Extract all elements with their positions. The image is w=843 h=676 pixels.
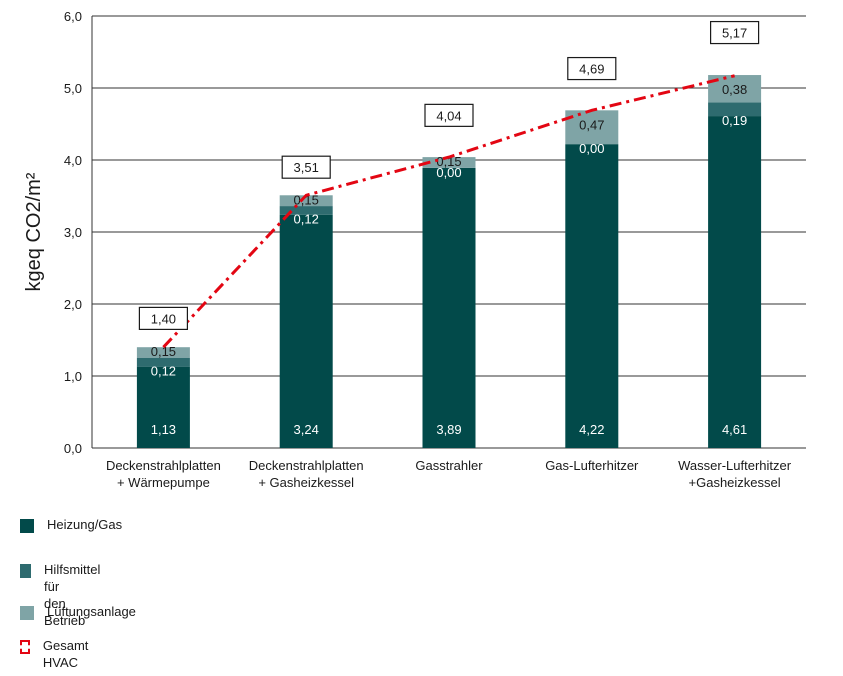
data-label-heizung: 3,24 — [294, 422, 319, 437]
x-tick-label: + Gasheizkessel — [258, 475, 354, 490]
data-label-hilfsmittel: 0,19 — [722, 113, 747, 128]
bar-segment-0 — [136, 366, 190, 448]
legend-swatch-hilfsmittel — [20, 564, 32, 578]
bar-segment-1 — [279, 206, 333, 215]
legend-label-gesamt: Gesamt HVAC — [42, 638, 89, 670]
x-tick-label: Gas-Lufterhitzer — [545, 458, 639, 473]
data-label-heizung: 4,22 — [579, 422, 604, 437]
total-label: 4,69 — [579, 62, 604, 77]
bar-segment-0 — [708, 116, 762, 448]
bar-segment-0 — [279, 214, 333, 448]
legend-label-lueftung: Lüftungsanlage — [47, 604, 136, 619]
total-box — [709, 20, 760, 45]
legend-swatch-lueftung — [20, 606, 34, 620]
legend-item-gesamt: Gesamt HVAC — [20, 637, 93, 671]
total-box — [138, 306, 188, 330]
y-tick-label: 0,0 — [64, 441, 82, 456]
data-label-lueftung: 0,38 — [722, 82, 747, 97]
y-tick-label: 6,0 — [64, 9, 82, 24]
total-box — [281, 155, 331, 179]
data-label-heizung: 4,61 — [722, 422, 747, 437]
bar-segment-2 — [565, 110, 619, 145]
y-tick-label: 3,0 — [64, 225, 82, 240]
legend-item-heizung: Heizung/Gas — [20, 516, 122, 533]
bar-segment-2 — [422, 157, 476, 168]
total-label: 5,17 — [722, 26, 747, 41]
x-tick-label: Wasser-Lufterhitzer — [678, 458, 792, 473]
data-label-hilfsmittel: 0,00 — [579, 141, 604, 156]
data-label-heizung: 1,13 — [151, 422, 176, 437]
total-line — [162, 74, 735, 349]
y-axis-label: kgeq CO2/m² — [23, 172, 45, 291]
bar-segment-0 — [565, 144, 619, 448]
data-label-hilfsmittel: 0,12 — [294, 212, 319, 227]
total-label: 4,04 — [436, 108, 461, 123]
data-label-lueftung: 0,47 — [579, 117, 604, 132]
x-tick-label: + Wärmepumpe — [117, 475, 210, 490]
data-label-heizung: 3,89 — [436, 422, 461, 437]
bar-segment-2 — [279, 195, 333, 207]
y-tick-label: 5,0 — [64, 81, 82, 96]
y-tick-label: 1,0 — [64, 369, 82, 384]
x-tick-label: Deckenstrahlplatten — [249, 458, 364, 473]
legend-item-hilfsmittel: Hilfsmittel für den Betrieb — [20, 561, 103, 629]
legend-item-lueftung: Lüftungsanlage — [20, 603, 136, 620]
y-tick-label: 2,0 — [64, 297, 82, 312]
legend-label-heizung: Heizung/Gas — [47, 517, 123, 532]
data-label-hilfsmittel: 0,00 — [436, 165, 461, 180]
bar-segment-1 — [136, 358, 190, 367]
bar-segment-1 — [708, 102, 762, 117]
x-tick-label: Deckenstrahlplatten — [106, 458, 221, 473]
legend-swatch-gesamt — [20, 640, 30, 654]
x-tick-label: Gasstrahler — [415, 458, 483, 473]
y-tick-label: 4,0 — [64, 153, 82, 168]
x-tick-label: +Gasheizkessel — [689, 475, 781, 490]
total-box — [567, 56, 617, 81]
stacked-bar-chart: 0,0 1,0 2,0 3,0 4,0 5,0 6,0 kgeq CO2/m² Deckenst… — [23, 9, 806, 490]
legend-swatch-heizung — [20, 519, 34, 533]
total-label: 1,40 — [151, 311, 176, 326]
data-label-hilfsmittel: 0,12 — [151, 364, 176, 379]
data-label-lueftung: 0,15 — [151, 344, 176, 359]
bar-segment-2 — [136, 347, 190, 358]
data-label-lueftung: 0,15 — [294, 192, 319, 207]
bar-segment-0 — [422, 167, 476, 449]
total-box — [424, 103, 474, 127]
legend-label-hilfsmittel: Hilfsmittel für den Betrieb — [44, 562, 101, 628]
total-label: 3,51 — [294, 160, 319, 175]
